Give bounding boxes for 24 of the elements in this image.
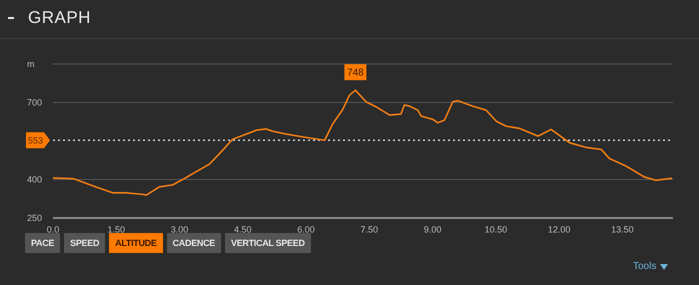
chart-title: GRAPH [28,8,91,28]
text: ALTITUDE [109,233,163,253]
annotation: 748 [347,68,364,79]
x-tick-label: 7.50 [360,224,378,234]
y-tick-label: m [27,59,34,69]
text: VERTICAL SPEED [225,233,311,253]
x-tick-label: 9.00 [424,224,442,234]
text: Tools [633,261,656,272]
text: CADENCE [166,233,221,253]
x-tick-label: 0.0 [46,224,60,234]
text: PACE [25,233,60,253]
x-tick-label: 1.50 [108,224,126,234]
y-tick-label: 250 [27,213,42,223]
x-tick-label: 12.00 [548,224,570,234]
x-tick-label: 13.50 [611,224,634,234]
ref-line-label: 553 [28,136,44,146]
x-tick-label: 6.00 [297,224,315,234]
line-series [53,89,673,196]
text: SPEED [64,233,106,253]
x-tick-label: 3.00 [170,224,188,234]
y-tick-label: 700 [27,98,42,108]
x-tick-label: 4.50 [234,224,252,234]
y-tick-label: 400 [27,174,42,184]
x-tick-label: 10.50 [484,224,508,234]
